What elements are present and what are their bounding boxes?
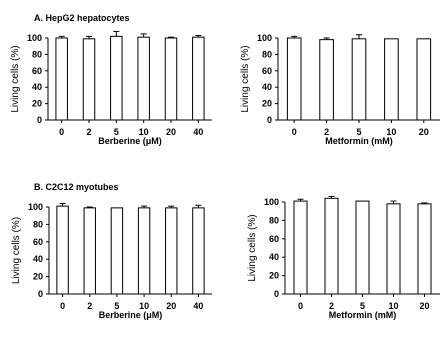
y-tick-label: 20 (33, 272, 43, 282)
bar-20 (165, 207, 178, 295)
bar-20 (416, 38, 432, 121)
x-tick-label: 10 (386, 127, 396, 137)
bar-0 (293, 200, 308, 295)
bar-10 (384, 38, 399, 121)
bar-5 (110, 35, 123, 121)
bar-5 (351, 38, 367, 121)
x-tick-label: 5 (114, 127, 119, 137)
y-tick-label: 0 (274, 289, 279, 299)
y-tick-label: 60 (262, 66, 272, 76)
x-tick-label: 5 (356, 127, 361, 137)
bar-2 (319, 39, 334, 121)
bar-5 (355, 200, 370, 295)
bar-2 (324, 197, 339, 295)
x-tick-label: 0 (298, 301, 303, 311)
x-axis-label: Berberine (μM) (98, 136, 162, 146)
y-tick-label: 40 (262, 82, 272, 92)
y-tick-label: 20 (269, 271, 279, 281)
bar-0 (56, 205, 69, 295)
y-axis-label: Living cells (%) (10, 45, 21, 112)
x-tick-label: 10 (139, 301, 149, 311)
bar-2 (82, 38, 96, 121)
x-axis-label: Berberine (μM) (99, 310, 163, 320)
x-tick-label: 10 (388, 301, 398, 311)
bar-20 (164, 37, 178, 121)
y-tick-label: 0 (38, 289, 43, 299)
y-tick-label: 40 (33, 254, 43, 264)
panel-b-title: B. C2C12 myotubes (34, 182, 119, 192)
y-axis-label: Living cells (%) (240, 45, 251, 112)
bar-20 (417, 203, 432, 295)
x-tick-label: 20 (419, 127, 429, 137)
y-tick-label: 60 (32, 66, 42, 76)
y-tick-label: 100 (28, 202, 43, 212)
bar-5 (110, 207, 124, 295)
x-tick-label: 20 (166, 127, 176, 137)
x-tick-label: 40 (193, 127, 203, 137)
y-tick-label: 100 (264, 197, 279, 207)
y-tick-label: 80 (32, 49, 42, 59)
bar-40 (192, 207, 205, 295)
y-tick-label: 0 (37, 115, 42, 125)
y-axis-label: Living cells (%) (11, 217, 22, 284)
x-tick-label: 2 (324, 127, 329, 137)
y-tick-label: 60 (33, 237, 43, 247)
bar-2 (83, 207, 96, 295)
bar-0 (55, 37, 68, 121)
y-tick-label: 100 (27, 33, 42, 43)
x-tick-label: 2 (329, 301, 334, 311)
y-tick-label: 0 (267, 115, 272, 125)
x-axis-label: Metformin (mM) (329, 310, 397, 320)
y-tick-label: 80 (269, 215, 279, 225)
x-tick-label: 2 (86, 127, 91, 137)
y-tick-label: 40 (269, 252, 279, 262)
x-tick-label: 0 (60, 301, 65, 311)
y-tick-label: 80 (33, 219, 43, 229)
y-axis-label: Living cells (%) (247, 214, 258, 281)
x-tick-label: 10 (139, 127, 149, 137)
bar-10 (137, 207, 151, 295)
y-tick-label: 20 (262, 99, 272, 109)
x-tick-label: 0 (292, 127, 297, 137)
x-axis-label: Metformin (mM) (325, 136, 393, 146)
bar-10 (137, 36, 150, 121)
y-tick-label: 60 (269, 234, 279, 244)
panel-a-title: A. HepG2 hepatocytes (34, 13, 130, 23)
y-tick-label: 20 (32, 99, 42, 109)
bar-40 (192, 36, 205, 121)
x-tick-label: 5 (114, 301, 119, 311)
bar-0 (286, 37, 302, 121)
y-tick-label: 100 (257, 33, 272, 43)
bar-10 (386, 203, 401, 295)
x-tick-label: 2 (87, 301, 92, 311)
x-tick-label: 20 (166, 301, 176, 311)
y-tick-label: 80 (262, 49, 272, 59)
x-tick-label: 20 (419, 301, 429, 311)
x-tick-label: 5 (360, 301, 365, 311)
x-tick-label: 0 (59, 127, 64, 137)
x-tick-label: 40 (193, 301, 203, 311)
y-tick-label: 40 (32, 82, 42, 92)
